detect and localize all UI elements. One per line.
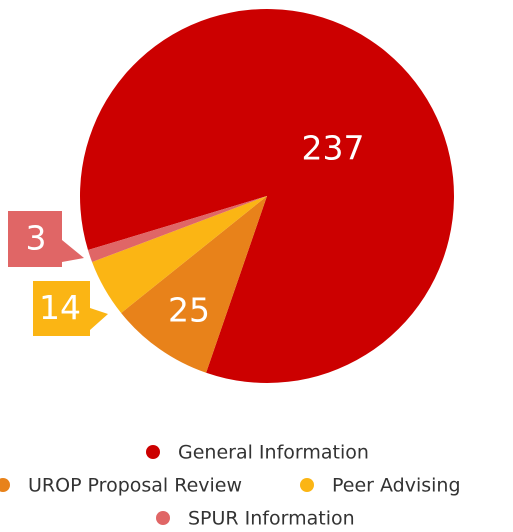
legend: General Information UROP Proposal Review P… [0, 442, 461, 530]
callout-pointer [90, 308, 108, 330]
legend-label: Peer Advising [332, 475, 461, 497]
slice-label: 25 [168, 291, 210, 330]
pie-slice [92, 196, 267, 314]
legend-marker [156, 511, 170, 525]
callout-pointer [62, 240, 84, 262]
slice-label: 3 [26, 219, 47, 258]
legend-label: General Information [178, 442, 369, 464]
pie-slice [87, 196, 267, 263]
legend-label: SPUR Information [188, 508, 355, 530]
slice-label: 237 [302, 129, 365, 168]
slice-label: 14 [39, 288, 81, 327]
legend-marker [0, 478, 10, 492]
callout-box [33, 281, 90, 336]
legend-marker [300, 478, 314, 492]
legend-marker [146, 445, 160, 459]
legend-label: UROP Proposal Review [28, 475, 242, 497]
pie-slice [121, 196, 267, 373]
callout-box [8, 211, 62, 267]
